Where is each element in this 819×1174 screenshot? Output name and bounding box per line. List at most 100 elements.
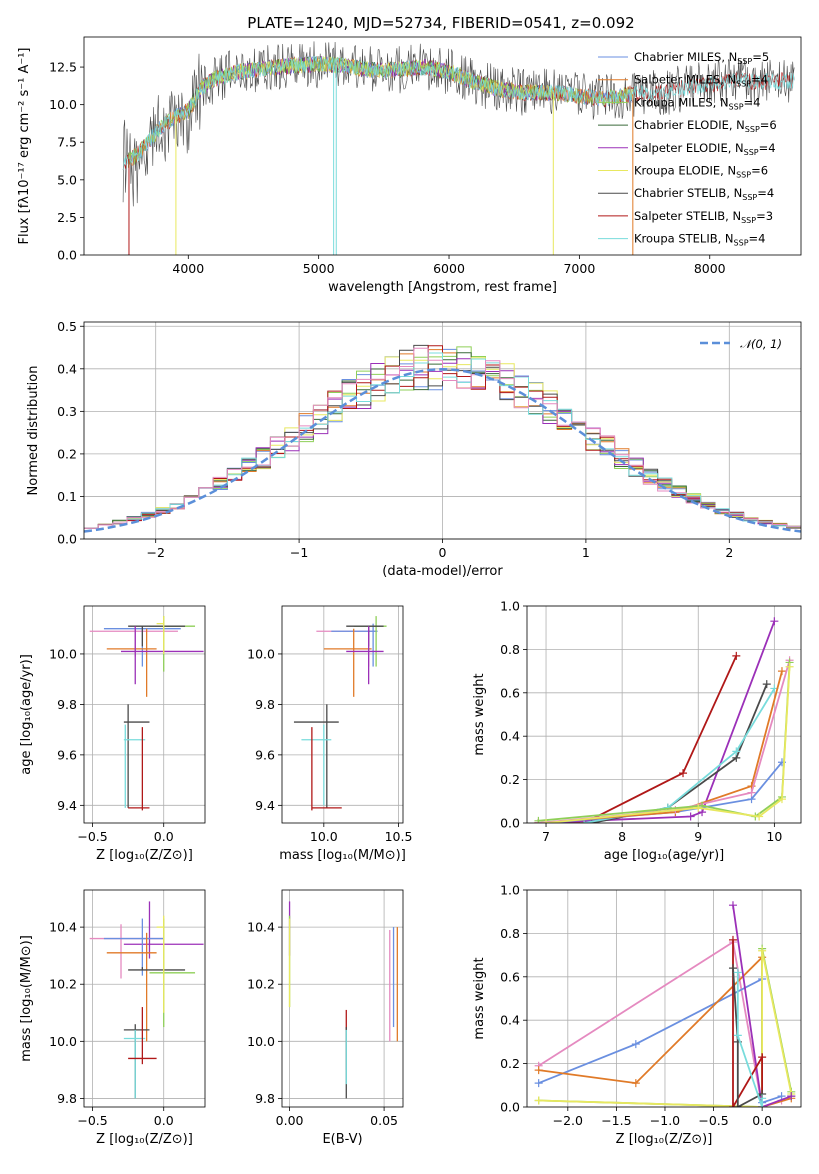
y-tick-label: 10.0 xyxy=(49,646,77,661)
y-tick-label: 0.4 xyxy=(500,729,520,744)
plus-marker xyxy=(631,1079,640,1088)
spectrum-line xyxy=(122,55,795,171)
legend-label-subscript: SSP xyxy=(736,80,751,89)
x-tick-label: −2 xyxy=(146,545,164,560)
y-tick-label: 0.0 xyxy=(57,248,77,263)
y-tick-label: 9.4 xyxy=(57,798,77,813)
y-tick-label: 12.5 xyxy=(49,60,77,75)
x-tick-label: −0.5 xyxy=(77,829,107,844)
x-axis-label: (data-model)/error xyxy=(382,564,503,579)
y-axis-label: Normed distribution xyxy=(26,366,41,496)
legend-label: Salpeter ELODIE, NSSP=4 xyxy=(634,141,776,157)
plus-marker xyxy=(758,1103,767,1107)
axes-frame xyxy=(281,605,404,824)
plus-marker xyxy=(785,662,794,671)
x-tick-label: 8000 xyxy=(694,261,726,276)
plus-marker xyxy=(747,788,756,797)
y-tick-label: 7.5 xyxy=(57,135,77,150)
y-tick-label: 2.5 xyxy=(57,210,77,225)
x-tick-label: −1.0 xyxy=(650,1113,680,1128)
legend-label-count: =4 xyxy=(751,73,768,87)
x-tick-label: 0.0 xyxy=(154,829,174,844)
x-tick-label: −2.0 xyxy=(553,1113,583,1128)
plus-marker xyxy=(534,1079,543,1088)
x-tick-label: 0.00 xyxy=(276,1113,304,1128)
series-line xyxy=(538,940,782,1107)
axes-frame xyxy=(83,321,802,540)
x-tick-label: 0 xyxy=(439,545,447,560)
legend-label-subscript: SSP xyxy=(745,125,760,134)
legend-label-text: Salpeter MILES, N xyxy=(634,73,736,87)
plus-marker xyxy=(631,1040,640,1049)
legend-label: Kroupa ELODIE, NSSP=6 xyxy=(634,164,768,180)
plot-area xyxy=(293,616,387,811)
x-tick-label: 10 xyxy=(766,829,782,844)
x-tick-label: 6000 xyxy=(433,261,465,276)
series-line xyxy=(732,939,763,1107)
y-tick-label: 0.3 xyxy=(57,404,77,419)
plot-area xyxy=(122,41,795,255)
plus-marker xyxy=(732,651,741,660)
x-tick-label: −1.5 xyxy=(601,1113,631,1128)
legend-label-subscript: SSP xyxy=(736,171,751,180)
legend-label-text: Kroupa STELIB, N xyxy=(634,232,734,246)
y-tick-label: 10.0 xyxy=(49,1034,77,1049)
y-tick-label: 10.4 xyxy=(49,920,77,935)
legend-label-text: Kroupa ELODIE, N xyxy=(634,164,736,178)
mass-vs-ebv-panel: 0.00 0.05 9.8 10.0 10.2 10.4 E(B-V) xyxy=(247,889,404,1147)
plus-marker xyxy=(686,812,695,821)
series-line xyxy=(538,977,782,1104)
plot-area xyxy=(89,901,204,1099)
plus-marker xyxy=(587,819,596,823)
legend-label-subscript: SSP xyxy=(741,216,756,225)
x-tick-label: 10.0 xyxy=(310,829,338,844)
legend-label: Chabrier MILES, NSSP=5 xyxy=(634,50,769,66)
y-tick-label: 9.4 xyxy=(255,798,275,813)
series-line xyxy=(583,688,776,823)
legend-label-text: Chabrier STELIB, N xyxy=(634,186,742,200)
x-tick-label: 0.0 xyxy=(154,1113,174,1128)
legend-label-subscript: SSP xyxy=(742,193,757,202)
mass-weight-vs-metallicity-panel: −2.0 −1.5 −1.0 −0.5 0.0 0.0 0.2 0.4 0.6 0.8 1.0 Z [… xyxy=(472,883,802,1147)
y-tick-label: 1.0 xyxy=(500,883,520,898)
x-tick-label: 8 xyxy=(618,829,626,844)
x-axis-label: E(B-V) xyxy=(322,1132,362,1147)
plus-marker xyxy=(770,617,779,626)
y-tick-label: 10.4 xyxy=(247,920,275,935)
legend-label-subscript: SSP xyxy=(729,102,744,111)
y-tick-label: 0.2 xyxy=(57,446,77,461)
y-tick-label: 1.0 xyxy=(500,599,520,614)
x-tick-label: 4000 xyxy=(172,261,204,276)
y-tick-label: 0.0 xyxy=(57,532,77,547)
plus-marker xyxy=(733,968,742,977)
plus-marker xyxy=(728,901,737,910)
legend-label-count: =4 xyxy=(749,232,766,246)
x-tick-label: 2 xyxy=(725,545,733,560)
y-axis-label: age [log₁₀(age/yr)] xyxy=(19,654,34,775)
legend-label-text: Kroupa MILES, N xyxy=(634,95,729,109)
x-tick-label: −0.5 xyxy=(698,1113,728,1128)
y-tick-label: 9.6 xyxy=(255,747,275,762)
plot-area xyxy=(89,616,204,811)
legend-label-subscript: SSP xyxy=(744,148,759,157)
legend-label-text: Chabrier MILES, N xyxy=(634,50,737,64)
y-tick-label: 9.8 xyxy=(57,1091,77,1106)
axes-frame xyxy=(526,889,802,1108)
y-tick-label: 0.4 xyxy=(57,361,77,376)
plot-area xyxy=(534,617,794,823)
y-tick-label: 10.0 xyxy=(247,1034,275,1049)
legend-label: Kroupa MILES, NSSP=4 xyxy=(634,95,760,111)
plus-marker xyxy=(534,816,543,823)
x-tick-label: 10.5 xyxy=(385,829,413,844)
legend-label-count: =5 xyxy=(752,50,769,64)
series-line xyxy=(732,905,792,1107)
x-axis-label: Z [log₁₀(Z/Z⊙)] xyxy=(96,848,193,863)
figure-title: PLATE=1240, MJD=52734, FIBERID=0541, z=0… xyxy=(247,14,634,32)
x-tick-label: 0.05 xyxy=(370,1113,398,1128)
axes-frame xyxy=(83,36,802,256)
x-tick-label: −1 xyxy=(290,545,308,560)
axes-frame xyxy=(83,605,206,824)
y-tick-label: 9.8 xyxy=(255,697,275,712)
plot-area xyxy=(288,901,398,1099)
